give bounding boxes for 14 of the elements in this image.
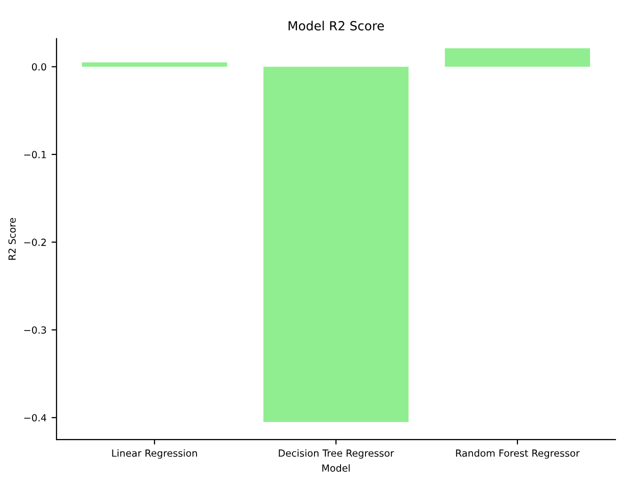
y-tick-label: 0.0 [32,63,46,71]
y-tick-label: −0.1 [24,150,46,158]
bar [82,62,228,67]
y-tick-label: −0.4 [24,414,46,422]
bar [263,66,409,422]
y-tick-label: −0.3 [24,326,46,334]
y-axis-title: R2 Score [8,218,16,260]
x-tick-label: Decision Tree Regressor [278,449,394,459]
chart-title: Model R2 Score [288,20,384,30]
y-tick-label: −0.2 [24,238,46,246]
bar [444,48,590,67]
x-tick-label: Linear Regression [112,449,197,459]
x-axis-title: Model [322,464,350,472]
x-tick-label: Random Forest Regressor [456,449,580,459]
